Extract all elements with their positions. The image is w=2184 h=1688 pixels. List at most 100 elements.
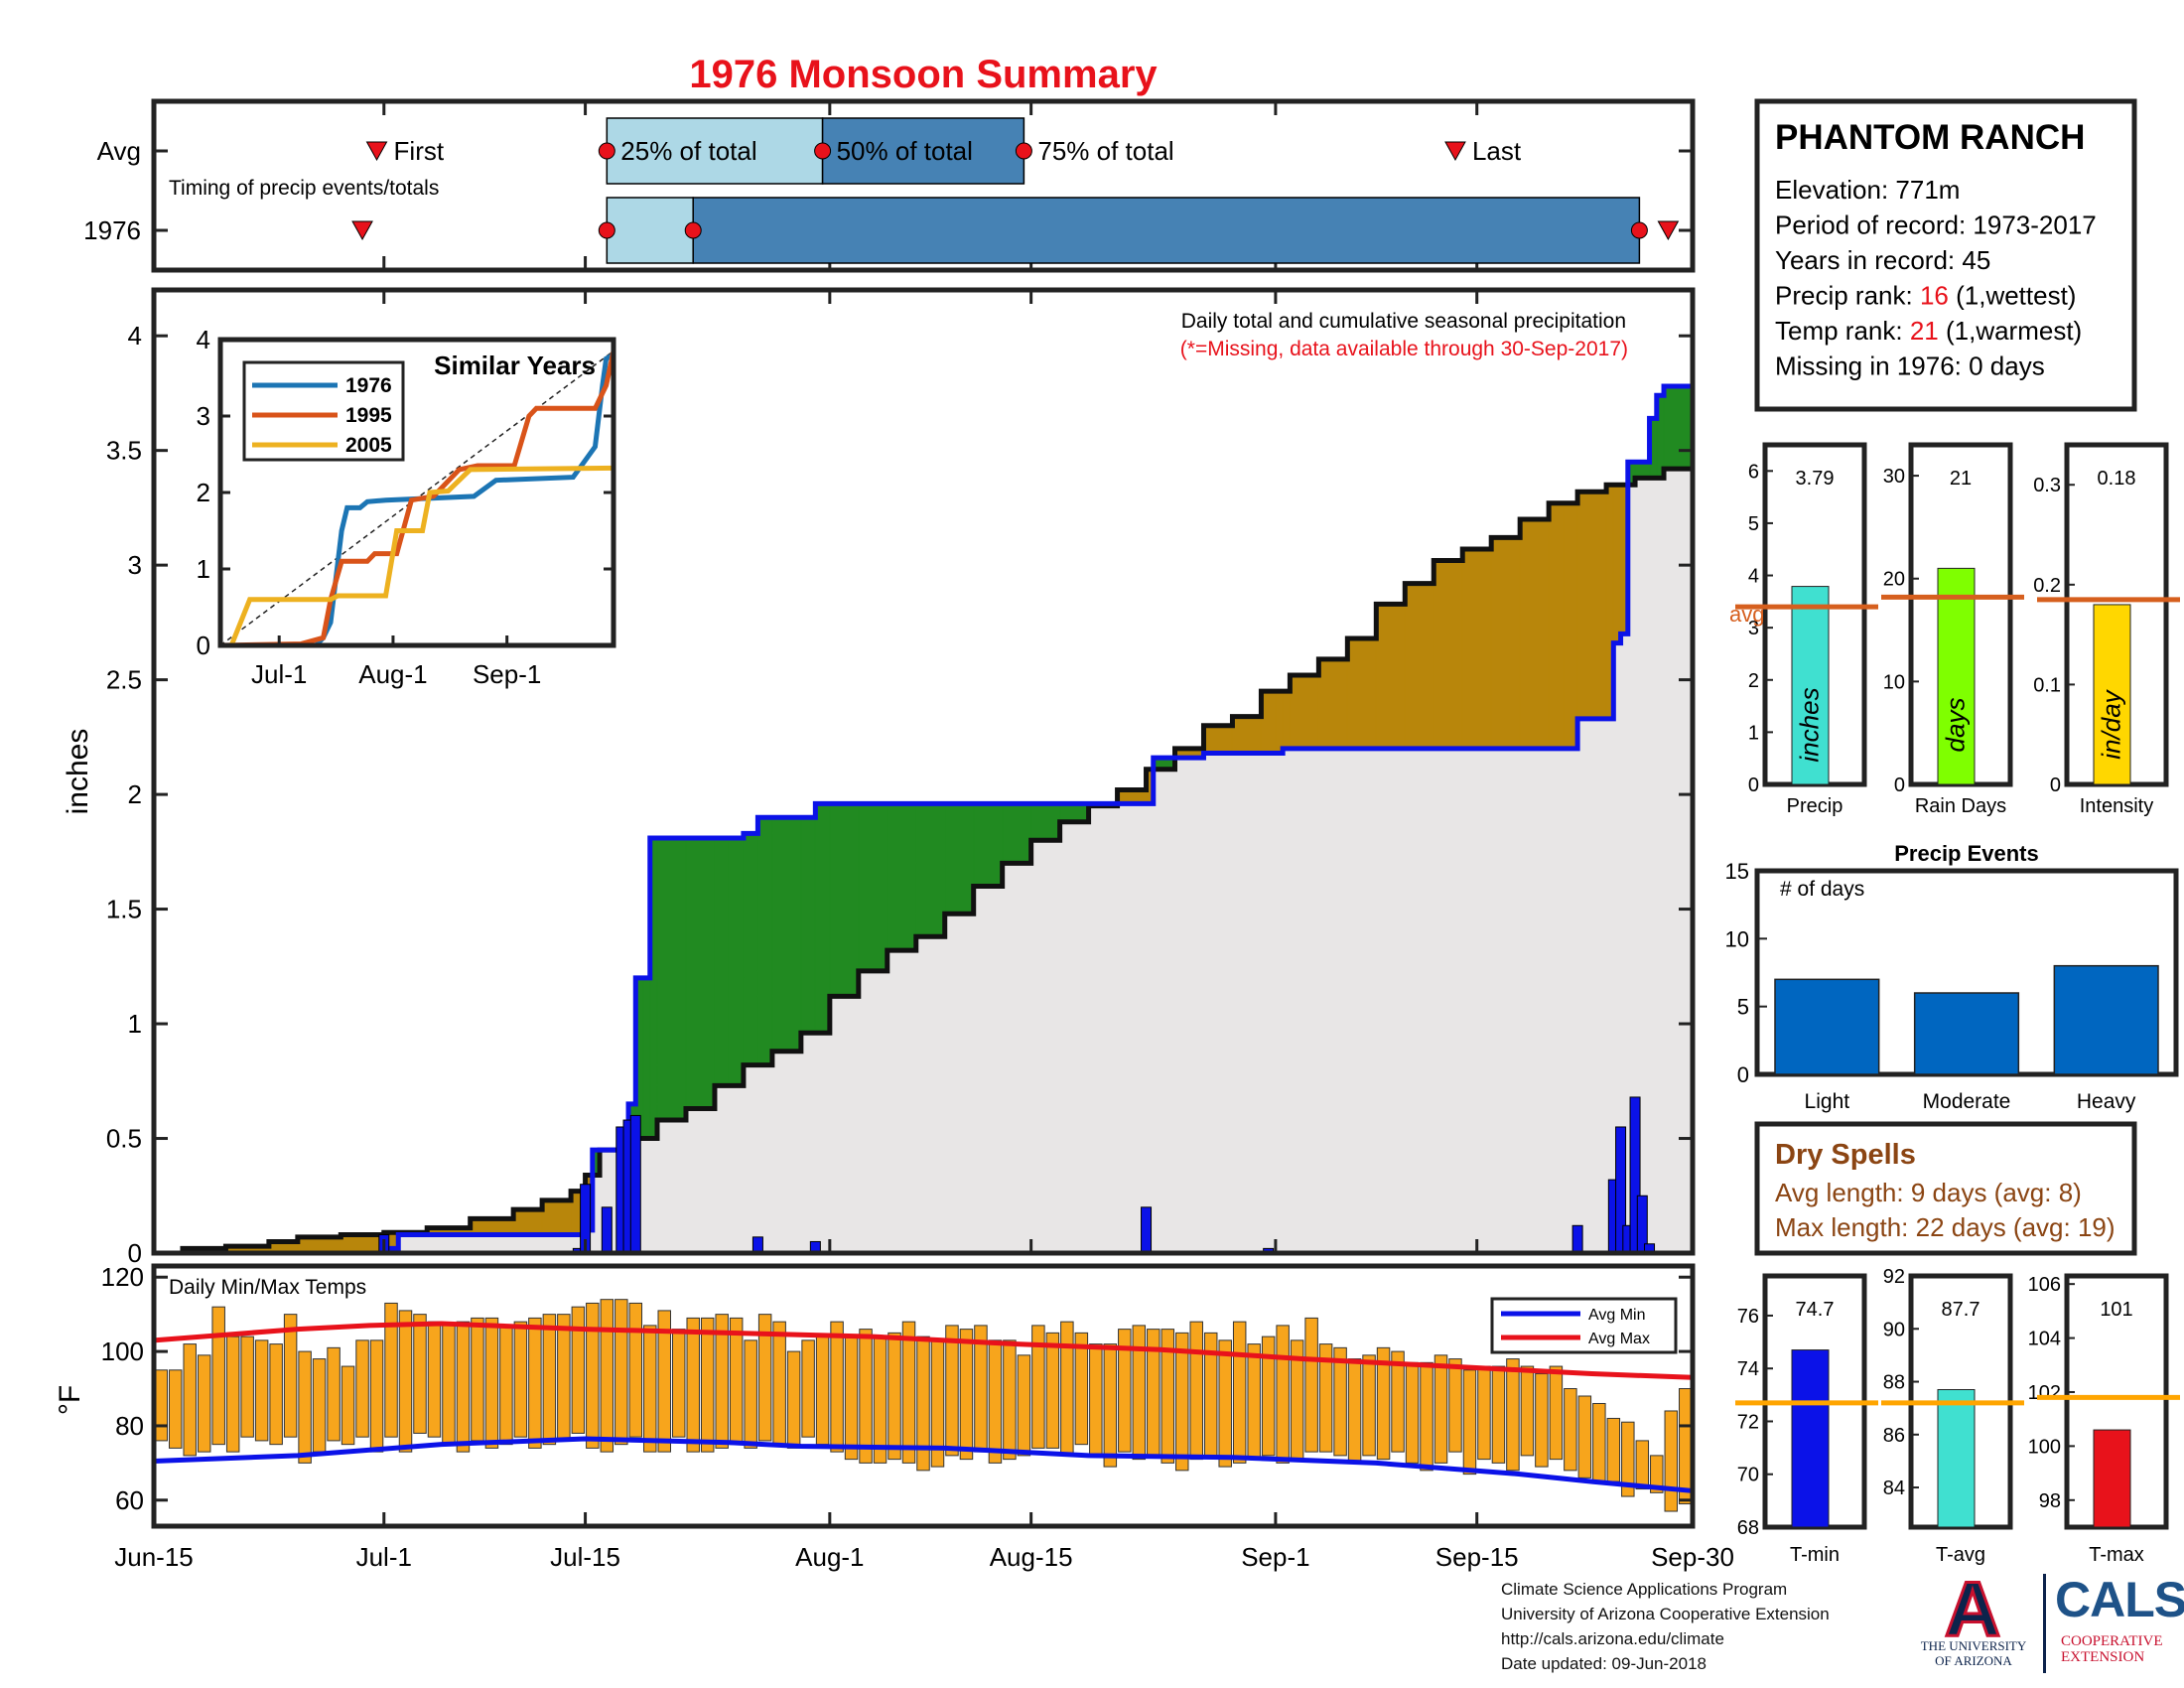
daily-temp-bar	[1318, 1343, 1333, 1453]
avg-25-marker	[598, 142, 615, 160]
daily-temp-bar	[1621, 1421, 1635, 1497]
missing-note: (*=Missing, data available through 30-Se…	[1180, 338, 1628, 360]
daily-precip-bar	[601, 1206, 613, 1254]
mini-y-tick-label: 70	[1737, 1465, 1759, 1486]
daily-temp-bar	[240, 1336, 254, 1438]
mini-bar	[2093, 1429, 2131, 1528]
y-tick-label: 2.5	[106, 665, 142, 695]
station-rank-value: 16	[1920, 281, 1949, 311]
avg-50-marker	[814, 142, 832, 160]
avg-75-marker	[1015, 142, 1032, 160]
daily-temp-bar	[254, 1339, 269, 1442]
events-bar	[1774, 978, 1880, 1075]
mini-avg-label: avg	[1729, 602, 1764, 627]
daily-temp-bar	[1433, 1354, 1448, 1464]
daily-temp-bar	[901, 1321, 916, 1464]
mini-bar	[1937, 567, 1976, 785]
figure-title: 1976 Monsoon Summary	[689, 53, 1158, 96]
events-category-label: Heavy	[2077, 1090, 2136, 1113]
daily-temp-bar	[197, 1354, 211, 1453]
daily-temp-bar	[1664, 1410, 1679, 1512]
daily-temp-bar	[384, 1302, 398, 1438]
daily-temp-bar	[1118, 1329, 1132, 1453]
year-50-marker	[684, 221, 702, 239]
station-info-text: (1,warmest)	[1939, 316, 2082, 346]
daily-temp-bar	[1160, 1329, 1175, 1464]
inset-title: Similar Years	[434, 351, 596, 380]
mini-value-label: 21	[1950, 468, 1972, 490]
daily-temp-bar	[1132, 1325, 1147, 1461]
daily-temp-bar	[484, 1317, 499, 1449]
x-tick-label: Jul-1	[356, 1542, 412, 1572]
mini-y-tick-label: 88	[1883, 1372, 1905, 1394]
credit-line: http://cals.arizona.edu/climate	[1501, 1629, 1724, 1648]
credit-line: Climate Science Applications Program	[1501, 1580, 1788, 1599]
station-info-line: Years in record: 45	[1775, 245, 1990, 275]
events-bar	[2053, 964, 2159, 1075]
temp-y-tick-label: 80	[115, 1411, 144, 1441]
mini-unit-label: inches	[1795, 687, 1825, 762]
temp-title: Daily Min/Max Temps	[169, 1276, 366, 1299]
daily-temp-bar	[1017, 1354, 1031, 1457]
daily-temp-bar	[1031, 1325, 1045, 1449]
daily-temp-bar	[1679, 1388, 1693, 1505]
x-tick-label: Aug-15	[990, 1542, 1073, 1572]
x-tick-label: Jul-15	[550, 1542, 620, 1572]
daily-temp-bar	[1650, 1455, 1664, 1493]
daily-temp-bar	[471, 1317, 484, 1442]
station-info-text: Period of record: 1973-2017	[1775, 211, 2097, 240]
inset-x-tick-label: Jul-1	[251, 659, 307, 689]
daily-temp-bar	[1564, 1388, 1577, 1472]
temp-legend-label-max: Avg Max	[1588, 1331, 1650, 1347]
daily-temp-bar	[1635, 1440, 1650, 1490]
daily-temp-bar	[571, 1306, 586, 1434]
avg-50-75-box	[821, 117, 1025, 185]
similar-years-inset: 0 1 2 3 4 Jul-1 Aug-1 Sep-1 Similar Years 1976 199…	[197, 325, 616, 689]
mini-y-tick-label: 102	[2028, 1382, 2061, 1404]
avg-25-label: 25% of total	[620, 136, 756, 166]
mini-y-tick-label: 100	[2028, 1436, 2061, 1458]
cals-logo-subtitle-line: COOPERATIVE	[2061, 1633, 2163, 1649]
daily-temp-bar	[772, 1321, 786, 1446]
daily-temp-bar	[1189, 1321, 1203, 1461]
mini-y-tick-label: 0.1	[2033, 674, 2061, 696]
mini-y-tick-label: 3	[1748, 618, 1759, 639]
daily-temp-bar	[183, 1343, 197, 1457]
daily-temp-bar	[1477, 1365, 1491, 1461]
temp-chart: 60 80 100 120 Jun-15 Jul-1 Jul-15 Aug-1 Aug-15 Se…	[54, 1262, 1734, 1572]
dry-spells-frame	[1754, 1121, 2137, 1256]
mini-y-tick-label: 74	[1737, 1358, 1759, 1380]
mini-y-tick-label: 68	[1737, 1517, 1759, 1539]
precip-events-chart: 0 5 10 15 Light Moderate Heavy Precip Events # o…	[1725, 841, 2179, 1113]
daily-temp-bar	[586, 1302, 600, 1449]
daily-temp-bar	[298, 1350, 312, 1464]
events-bar	[1913, 992, 2020, 1075]
temp-legend-box	[1490, 1297, 1678, 1354]
mini-category-label: Rain Days	[1915, 795, 2006, 817]
daily-temp-bar	[341, 1365, 355, 1446]
mini-value-label: 74.7	[1796, 1299, 1835, 1321]
events-category-label: Moderate	[1923, 1090, 2011, 1113]
mini-value-label: 87.7	[1942, 1299, 1980, 1321]
y-tick-label: 0	[128, 1238, 142, 1268]
daily-temp-bar	[1247, 1343, 1261, 1461]
daily-temp-bar	[1535, 1373, 1549, 1468]
mini-category-label: T-max	[2089, 1544, 2144, 1566]
y-tick-label: 1	[128, 1009, 142, 1039]
temp-y-tick-label: 120	[101, 1262, 144, 1292]
inset-y-tick-label: 1	[197, 554, 210, 584]
mini-bar	[1791, 586, 1830, 785]
daily-temp-bar	[499, 1325, 513, 1446]
inset-y-tick-label: 3	[197, 401, 210, 431]
daily-temp-bar	[1276, 1325, 1290, 1464]
mini-y-tick-label: 90	[1883, 1319, 1905, 1340]
cumulative-base-area	[154, 462, 1693, 1253]
inset-series-line	[219, 351, 616, 648]
mini-y-tick-label: 10	[1883, 671, 1905, 693]
events-category-label: Light	[1805, 1090, 1850, 1113]
year-last-marker	[1657, 220, 1680, 241]
x-tick-label: Sep-15	[1435, 1542, 1519, 1572]
daily-temp-bar	[513, 1321, 528, 1438]
daily-temp-bar	[614, 1299, 628, 1446]
